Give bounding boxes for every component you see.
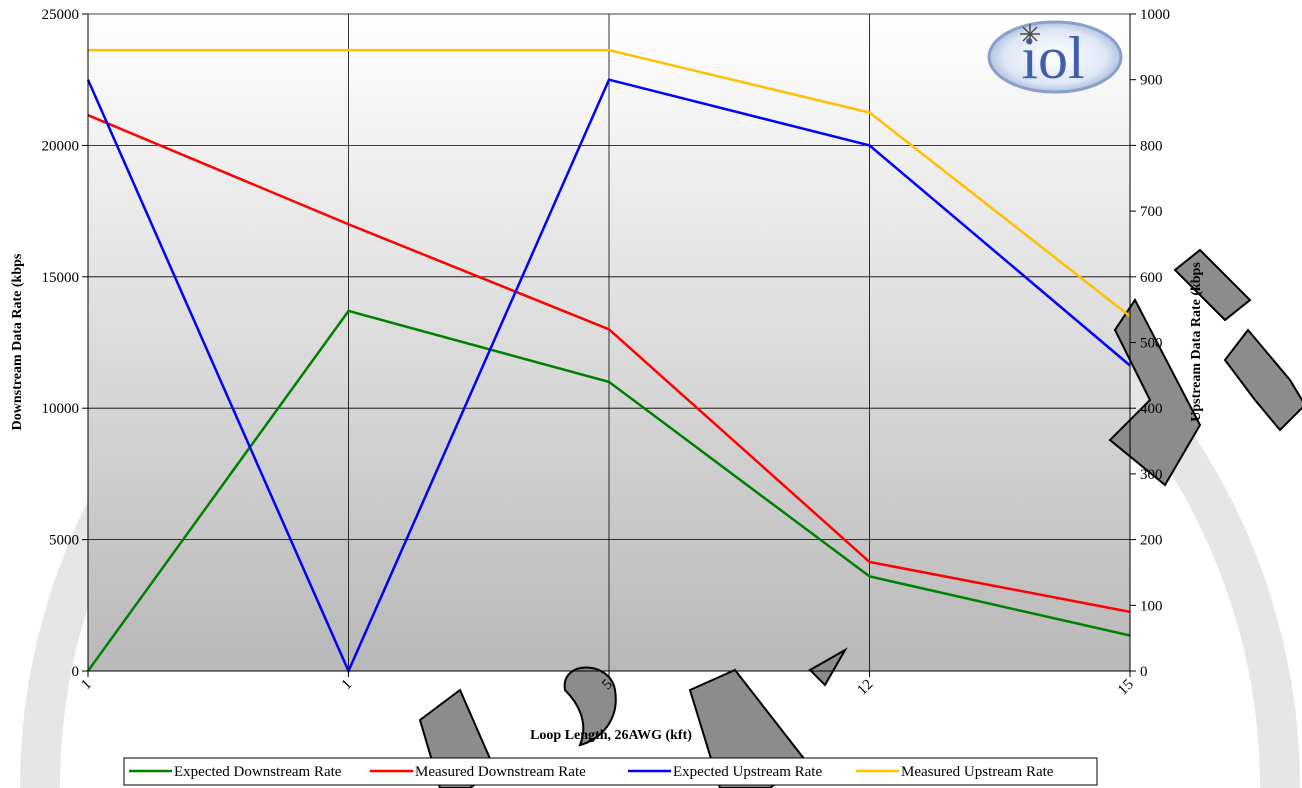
y2-tick-label: 200 [1140,533,1163,549]
y2-tick-label: 400 [1140,401,1163,417]
y2-tick-label: 500 [1140,336,1163,352]
legend-label: Expected Upstream Rate [673,764,822,780]
y-axis-title: Downstream Data Rate (kbps [10,253,25,430]
series-lines [86,48,1131,675]
x-tick-label: 15 [1115,677,1137,699]
y-tick-label: 10000 [42,401,80,417]
y-tick-label: 5000 [49,533,79,549]
iol-logo: iol [987,20,1123,94]
x-tick-label: 12 [854,677,876,699]
x-axis-title: Loop Length, 26AWG (kft) [530,728,692,743]
series-line-1 [87,114,1131,614]
y2-tick-label: 0 [1140,664,1148,680]
y2-tick-label: 300 [1140,467,1163,483]
series-line-3 [88,48,1131,318]
y-tick-label: 15000 [42,270,80,286]
sparkle-icon [1020,24,1040,44]
axes: 0 5000 10000 15000 20000 25000 0 100 200 300 400 50… [42,7,1171,698]
legend-label: Expected Downstream Rate [174,764,342,780]
y-tick-label: 25000 [42,7,80,23]
x-tick-label: 1 [78,677,95,694]
series-line-0 [86,309,1131,672]
y2-tick-label: 100 [1140,598,1163,614]
y2-axis-title: Upstream Data Rate (kbps [1189,262,1204,422]
legend-box [123,757,1098,786]
legend: Expected Downstream Rate Measured Downstr… [129,764,1054,780]
y2-tick-label: 900 [1140,73,1163,89]
y2-tick-label: 800 [1140,138,1163,154]
x-tick-label: 1 [339,677,356,694]
y-tick-label: 0 [72,664,80,680]
y2-tick-label: 1000 [1140,7,1170,23]
legend-label: Measured Downstream Rate [415,764,586,780]
y2-tick-label: 700 [1140,204,1163,220]
y-tick-label: 20000 [42,138,80,154]
grid [88,13,1130,671]
series-line-2 [86,78,1131,675]
y2-tick-label: 600 [1140,270,1163,286]
legend-label: Measured Upstream Rate [901,764,1054,780]
